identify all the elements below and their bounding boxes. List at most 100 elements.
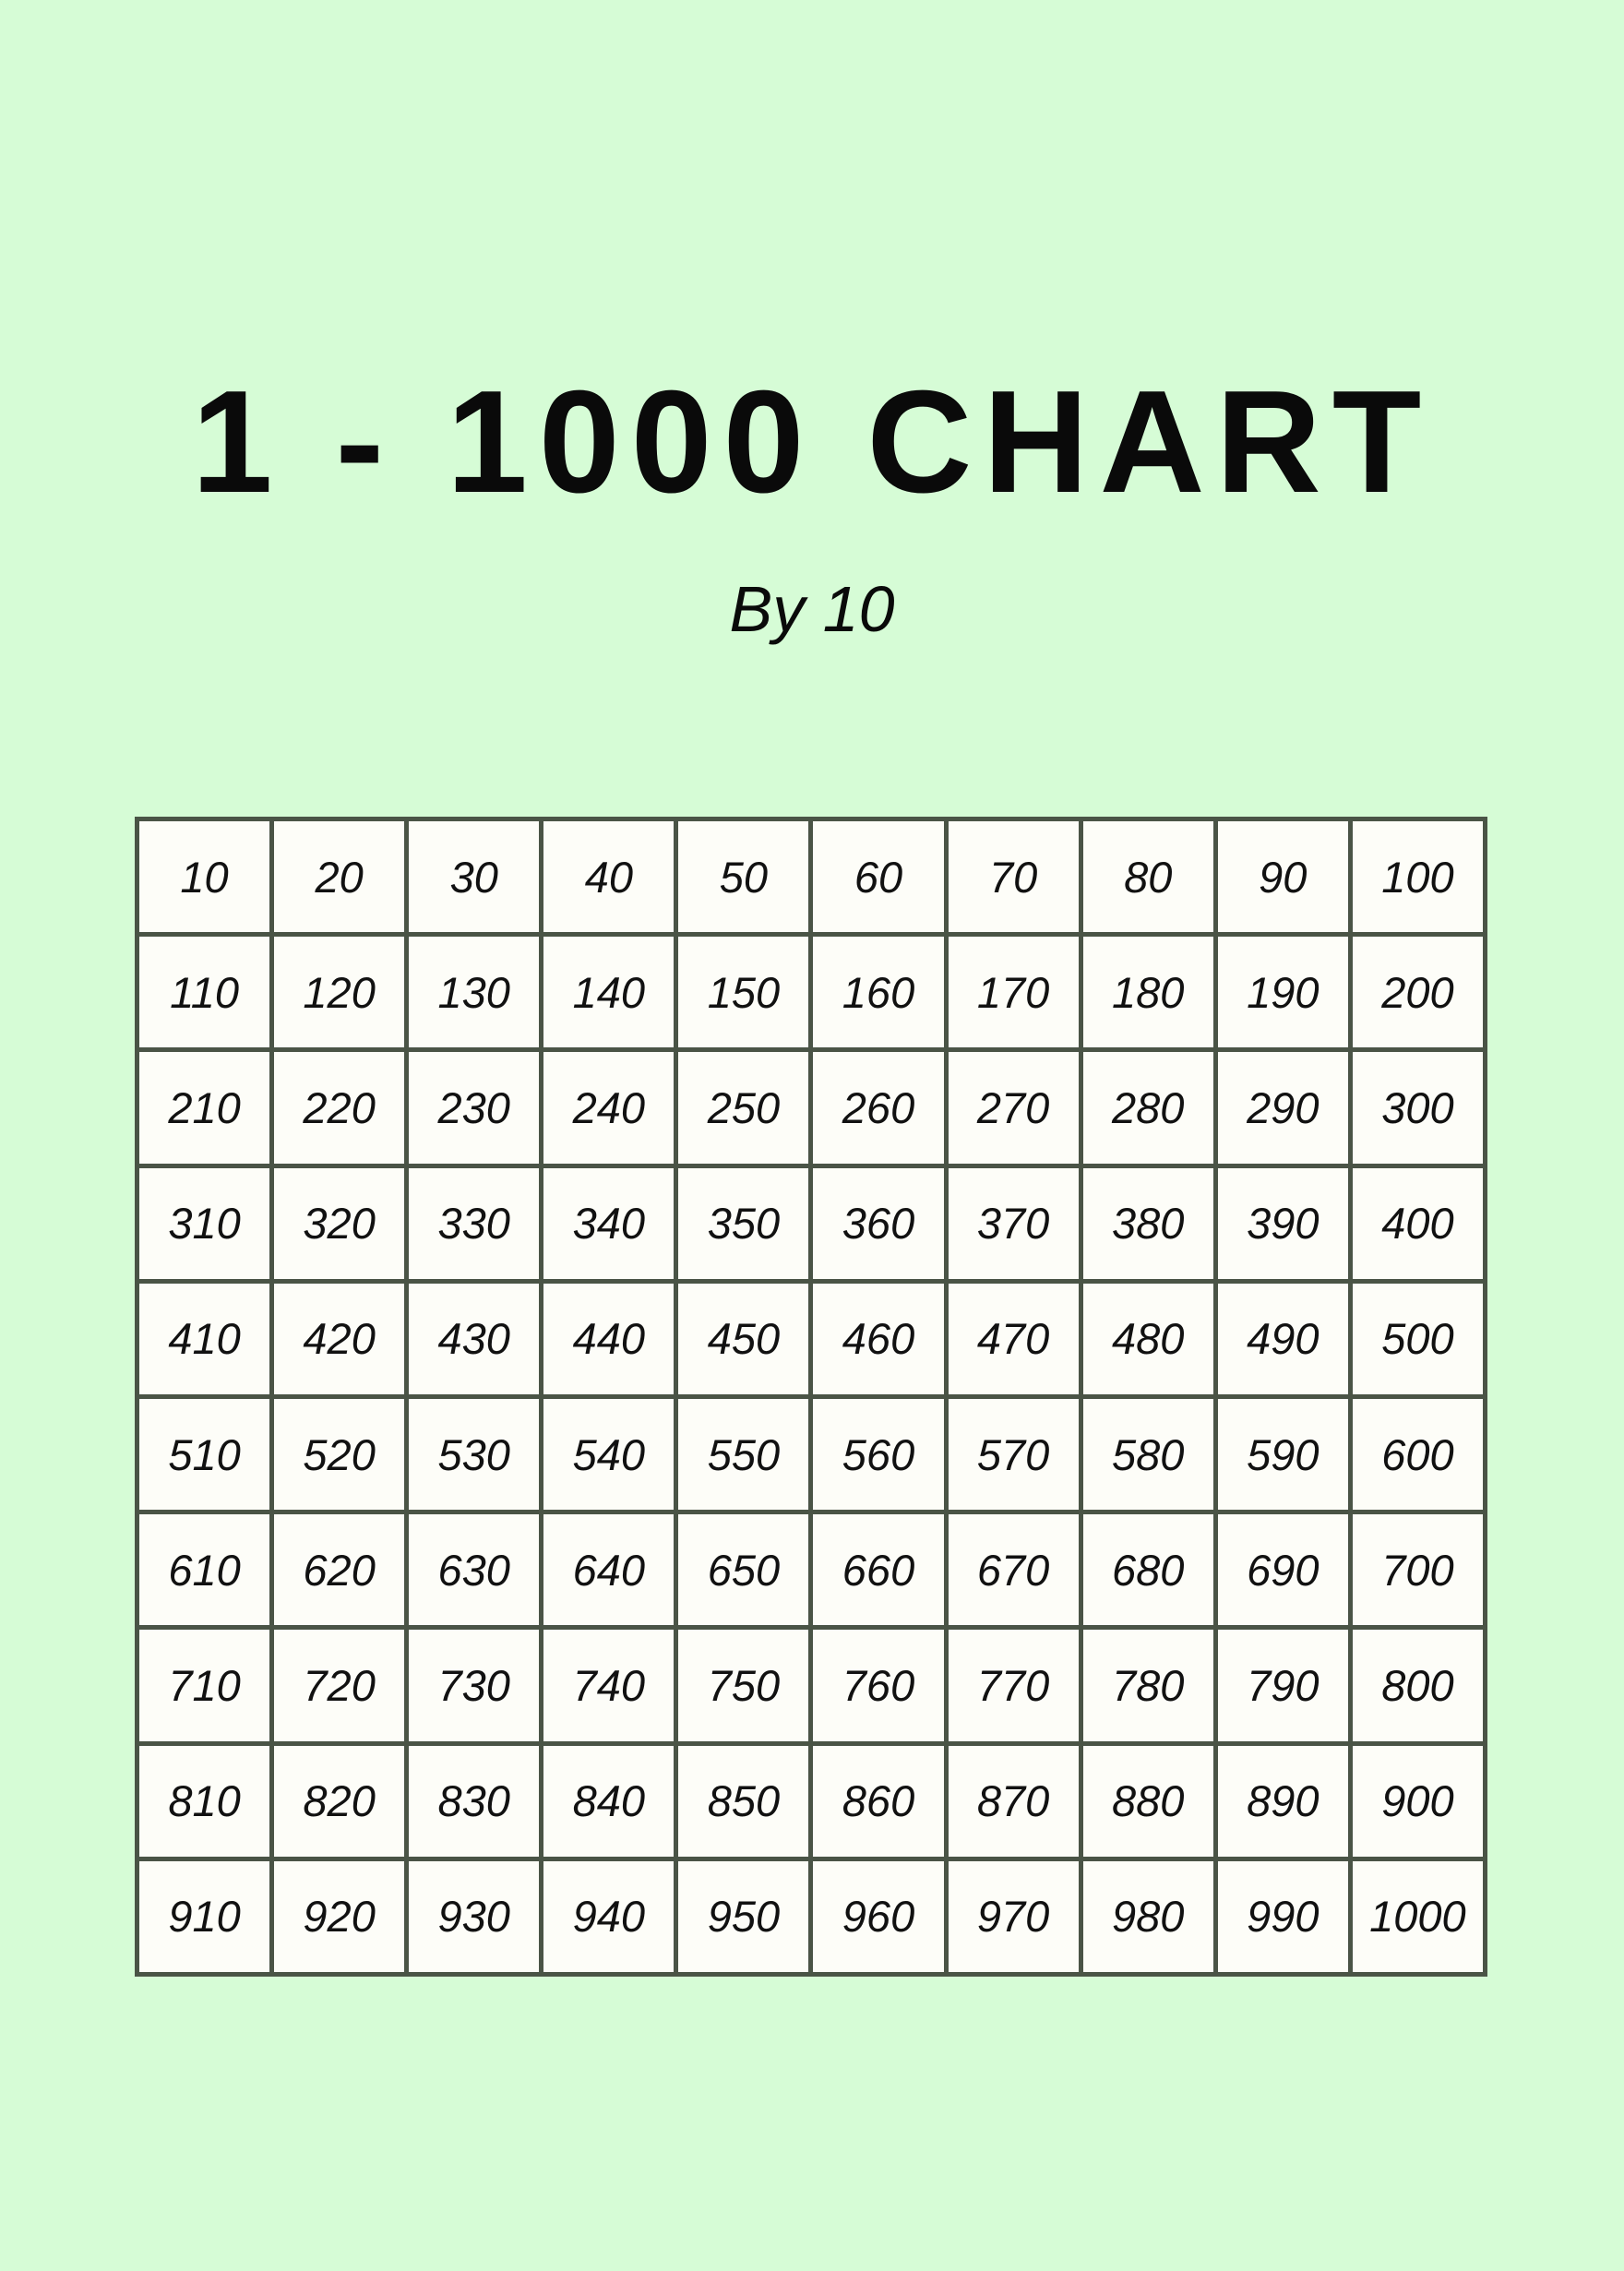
grid-cell: 960: [808, 1856, 949, 1978]
page-subtitle: By 10: [729, 573, 895, 645]
grid-cell: 930: [404, 1856, 544, 1978]
grid-cell: 840: [539, 1740, 679, 1861]
grid-cell: 130: [404, 932, 544, 1053]
grid-cell: 330: [404, 1163, 544, 1284]
grid-cell: 620: [269, 1510, 410, 1631]
grid-row: 610 620 630 640 650 660 670 680 690 700: [134, 1510, 1488, 1631]
grid-cell: 50: [674, 816, 814, 938]
grid-cell: 540: [539, 1393, 679, 1515]
grid-cell: 700: [1347, 1510, 1488, 1631]
grid-cell: 660: [808, 1510, 949, 1631]
grid-cell: 970: [943, 1856, 1083, 1978]
grid-cell: 290: [1212, 1047, 1353, 1168]
grid-cell: 440: [539, 1278, 679, 1399]
grid-cell: 690: [1212, 1510, 1353, 1631]
grid-cell: 260: [808, 1047, 949, 1168]
grid-cell: 250: [674, 1047, 814, 1168]
grid-cell: 350: [674, 1163, 814, 1284]
grid-cell: 890: [1212, 1740, 1353, 1861]
grid-cell: 790: [1212, 1625, 1353, 1746]
grid-row: 910 920 930 940 950 960 970 980 990 1000: [134, 1856, 1488, 1978]
grid-cell: 400: [1347, 1163, 1488, 1284]
grid-cell: 20: [269, 816, 410, 938]
grid-cell: 230: [404, 1047, 544, 1168]
grid-cell: 590: [1212, 1393, 1353, 1515]
grid-cell: 750: [674, 1625, 814, 1746]
grid-cell: 810: [134, 1740, 275, 1861]
grid-row: 110 120 130 140 150 160 170 180 190 200: [134, 932, 1488, 1053]
grid-row: 410 420 430 440 450 460 470 480 490 500: [134, 1278, 1488, 1399]
grid-cell: 820: [269, 1740, 410, 1861]
grid-cell: 210: [134, 1047, 275, 1168]
grid-cell: 390: [1212, 1163, 1353, 1284]
grid-cell: 100: [1347, 816, 1488, 938]
grid-cell: 680: [1078, 1510, 1218, 1631]
grid-cell: 140: [539, 932, 679, 1053]
grid-cell: 760: [808, 1625, 949, 1746]
grid-cell: 370: [943, 1163, 1083, 1284]
grid-row: 510 520 530 540 550 560 570 580 590 600: [134, 1393, 1488, 1515]
grid-cell: 730: [404, 1625, 544, 1746]
grid-cell: 720: [269, 1625, 410, 1746]
grid-cell: 920: [269, 1856, 410, 1978]
grid-cell: 200: [1347, 932, 1488, 1053]
grid-cell: 740: [539, 1625, 679, 1746]
grid-row: 310 320 330 340 350 360 370 380 390 400: [134, 1163, 1488, 1284]
page-title: 1 - 1000 CHART: [191, 361, 1433, 523]
grid-cell: 70: [943, 816, 1083, 938]
grid-cell: 800: [1347, 1625, 1488, 1746]
grid-cell: 980: [1078, 1856, 1218, 1978]
grid-cell: 640: [539, 1510, 679, 1631]
grid-cell: 110: [134, 932, 275, 1053]
grid-cell: 460: [808, 1278, 949, 1399]
grid-cell: 500: [1347, 1278, 1488, 1399]
grid-cell: 90: [1212, 816, 1353, 938]
grid-cell: 710: [134, 1625, 275, 1746]
grid-cell: 570: [943, 1393, 1083, 1515]
grid-cell: 320: [269, 1163, 410, 1284]
grid-cell: 510: [134, 1393, 275, 1515]
grid-cell: 1000: [1347, 1856, 1488, 1978]
grid-cell: 940: [539, 1856, 679, 1978]
grid-cell: 630: [404, 1510, 544, 1631]
grid-cell: 600: [1347, 1393, 1488, 1515]
grid-cell: 770: [943, 1625, 1083, 1746]
grid-cell: 450: [674, 1278, 814, 1399]
grid-cell: 870: [943, 1740, 1083, 1861]
grid-cell: 10: [134, 816, 275, 938]
grid-cell: 550: [674, 1393, 814, 1515]
grid-cell: 880: [1078, 1740, 1218, 1861]
grid-cell: 650: [674, 1510, 814, 1631]
grid-cell: 990: [1212, 1856, 1353, 1978]
grid-cell: 40: [539, 816, 679, 938]
grid-cell: 860: [808, 1740, 949, 1861]
grid-cell: 410: [134, 1278, 275, 1399]
grid-cell: 420: [269, 1278, 410, 1399]
grid-cell: 170: [943, 932, 1083, 1053]
grid-cell: 360: [808, 1163, 949, 1284]
grid-cell: 280: [1078, 1047, 1218, 1168]
grid-cell: 380: [1078, 1163, 1218, 1284]
grid-cell: 430: [404, 1278, 544, 1399]
grid-cell: 530: [404, 1393, 544, 1515]
grid-cell: 240: [539, 1047, 679, 1168]
grid-cell: 120: [269, 932, 410, 1053]
grid-row: 10 20 30 40 50 60 70 80 90 100: [134, 816, 1488, 938]
grid-cell: 580: [1078, 1393, 1218, 1515]
grid-cell: 340: [539, 1163, 679, 1284]
grid-cell: 910: [134, 1856, 275, 1978]
grid-cell: 80: [1078, 816, 1218, 938]
grid-cell: 190: [1212, 932, 1353, 1053]
grid-cell: 520: [269, 1393, 410, 1515]
grid-cell: 220: [269, 1047, 410, 1168]
grid-row: 710 720 730 740 750 760 770 780 790 800: [134, 1625, 1488, 1746]
grid-cell: 60: [808, 816, 949, 938]
grid-cell: 310: [134, 1163, 275, 1284]
grid-cell: 490: [1212, 1278, 1353, 1399]
grid-cell: 610: [134, 1510, 275, 1631]
grid-cell: 470: [943, 1278, 1083, 1399]
grid-cell: 30: [404, 816, 544, 938]
grid-cell: 480: [1078, 1278, 1218, 1399]
grid-cell: 670: [943, 1510, 1083, 1631]
grid-cell: 900: [1347, 1740, 1488, 1861]
